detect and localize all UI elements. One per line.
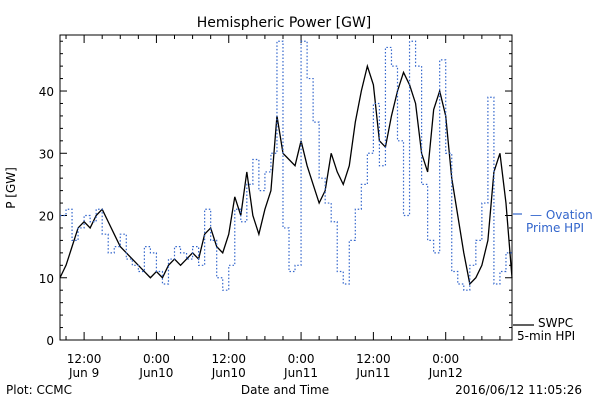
x-tick-label-time: 12:00 <box>356 352 391 366</box>
plot-frame <box>59 34 513 341</box>
y-tick-label: 40 <box>39 85 54 99</box>
x-tick-label-date: Jun11 <box>355 366 390 380</box>
chart-title: Hemispheric Power [GW] <box>197 15 372 31</box>
y-tick-label: 10 <box>39 272 54 286</box>
series-layer <box>59 40 513 291</box>
x-axis-label: Date and Time <box>241 383 329 397</box>
x-tick-label-date: Jun11 <box>283 366 318 380</box>
x-tick-label-date: Jun 9 <box>68 366 99 380</box>
series-line-ovation-prime <box>60 40 512 291</box>
y-tick-label: 20 <box>39 210 54 224</box>
x-tick-label-date: Jun10 <box>211 366 246 380</box>
legend-label-ovation: — Ovation <box>530 208 593 222</box>
x-tick-label-time: 0:00 <box>288 352 315 366</box>
series-line-swpc <box>59 63 513 286</box>
y-axis-label: P [GW] <box>4 167 18 209</box>
x-tick-label-time: 0:00 <box>143 352 170 366</box>
plot-timestamp: 2016/06/12 11:05:26 <box>455 383 582 397</box>
x-tick-label-date: Jun12 <box>428 366 463 380</box>
plot-credit: Plot: CCMC <box>6 383 72 397</box>
y-tick-label: 30 <box>39 147 54 161</box>
y-tick-label: 0 <box>46 334 54 348</box>
y-axis: 0 10 20 30 40 <box>39 40 512 348</box>
legend-label-ovation-2: Prime HPI <box>526 221 584 235</box>
x-tick-label-date: Jun10 <box>138 366 173 380</box>
x-tick-label-time: 12:00 <box>211 352 246 366</box>
plot-area <box>59 34 513 341</box>
x-tick-label-time: 12:00 <box>67 352 102 366</box>
x-tick-label-time: 0:00 <box>432 352 459 366</box>
legend-label-swpc-2: 5-min HPI <box>517 329 575 343</box>
legend-label-swpc: SWPC <box>538 316 573 330</box>
